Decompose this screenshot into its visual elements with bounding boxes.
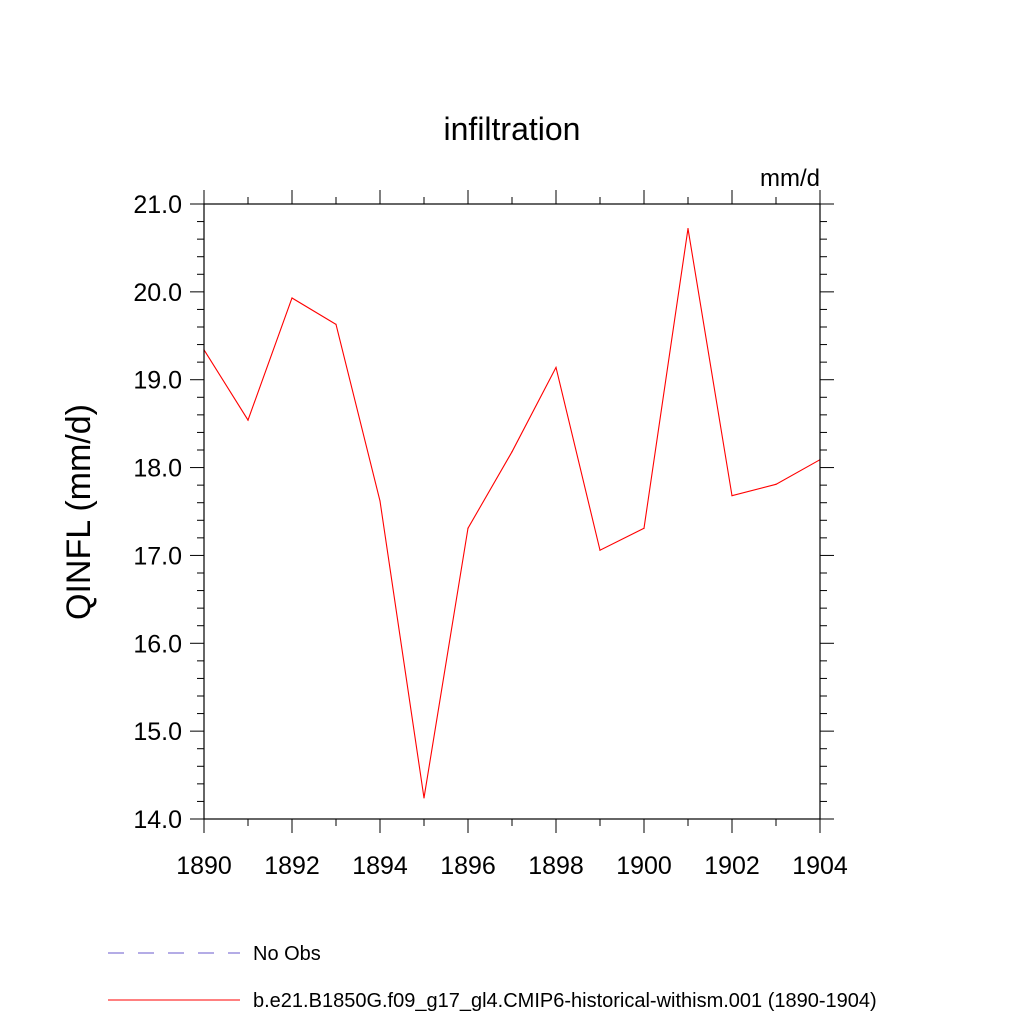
x-tick-label: 1904 [792, 852, 848, 880]
series-line [203, 228, 821, 798]
x-tick-label: 1900 [616, 852, 672, 880]
data-point [423, 797, 425, 799]
y-tick-label: 21.0 [133, 191, 182, 219]
x-tick-label: 1896 [440, 852, 496, 880]
y-tick-label: 20.0 [133, 279, 182, 307]
data-point [467, 527, 469, 529]
data-point [599, 549, 601, 551]
data-point [247, 419, 249, 421]
data-point [379, 500, 381, 502]
legend: No Obs b.e21.B1850G.f09_g17_gl4.CMIP6-hi… [108, 943, 877, 1012]
data-point [775, 483, 777, 485]
y-tick-label: 17.0 [133, 542, 182, 570]
data-point [335, 323, 337, 325]
data-point [687, 228, 689, 230]
y-tick-label: 18.0 [133, 455, 182, 483]
series-layer [203, 228, 821, 799]
x-tick-label: 1898 [528, 852, 584, 880]
x-tick-label: 1890 [176, 852, 232, 880]
data-point [555, 366, 557, 369]
legend-label-model: b.e21.B1850G.f09_g17_gl4.CMIP6-historica… [253, 990, 877, 1012]
axis-ticks [190, 190, 834, 833]
data-point [731, 495, 733, 497]
x-tick-label: 1894 [352, 852, 408, 880]
data-point [511, 451, 513, 453]
axis-tick-labels: 14.0 15.0 16.0 17.0 18.0 19.0 20.0 21.0 1890 1892… [133, 191, 848, 880]
y-axis-label: QINFL (mm/d) [60, 404, 98, 620]
y-tick-label: 19.0 [133, 367, 182, 395]
chart-title: infiltration [444, 111, 581, 147]
x-tick-label: 1902 [704, 852, 760, 880]
y-tick-label: 15.0 [133, 718, 182, 746]
plot-frame [203, 203, 821, 820]
data-point [643, 527, 645, 529]
units-label: mm/d [760, 165, 820, 192]
y-tick-label: 14.0 [133, 806, 182, 834]
data-point [291, 297, 293, 299]
x-tick-label: 1892 [264, 852, 320, 880]
legend-label-no-obs: No Obs [253, 943, 321, 965]
y-tick-label: 16.0 [133, 630, 182, 658]
